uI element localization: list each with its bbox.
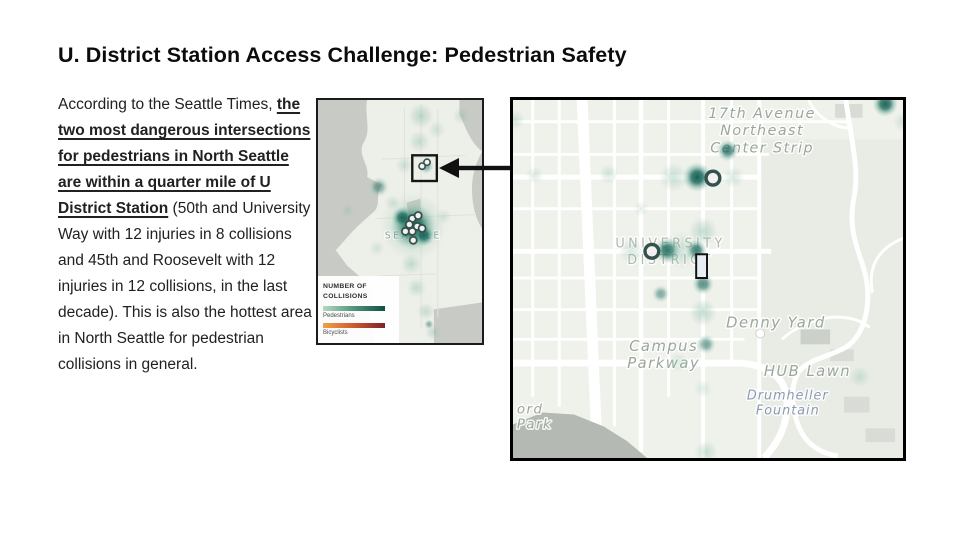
heat-blob (633, 200, 649, 217)
heat-blob (400, 253, 423, 275)
heat-blob (694, 440, 718, 458)
heat-blob (682, 162, 712, 192)
heat-blob (661, 231, 700, 270)
bicyclist-gradient-bar (323, 323, 385, 328)
heat-blob (369, 240, 385, 257)
heat-blob (688, 216, 718, 247)
map-legend: NUMBER OF COLLISIONS Pedestrians Bicycli… (318, 276, 399, 343)
overview-map-image: SEATTLE NUMBER OF COLLISIONS Pedestrians… (316, 98, 484, 345)
map-label: ord (517, 402, 543, 417)
map-label: Northeast (720, 123, 804, 139)
map-label: 17th Avenue (708, 106, 815, 122)
heat-blob (452, 106, 471, 125)
detail-water (513, 412, 647, 458)
heat-blob (893, 111, 903, 132)
collision-marker (413, 211, 423, 221)
highlight-box (411, 154, 439, 183)
heat-blob (696, 334, 716, 355)
pedestrian-legend-label: Pedestrians (323, 313, 355, 319)
heat-blob (408, 102, 434, 129)
heat-blob (872, 100, 899, 117)
bicyclist-legend-label: Bicyclists (323, 330, 348, 336)
heat-blob (427, 120, 446, 139)
heat-blob (716, 139, 739, 162)
collision-marker (704, 169, 722, 187)
body-rest: (50th and University Way with 12 injurie… (58, 200, 312, 373)
heat-blob (618, 238, 644, 265)
callout-arrow-icon (436, 155, 516, 181)
map-label: Campus (629, 338, 698, 355)
heat-blob (658, 162, 689, 192)
station-icon (695, 253, 708, 279)
heat-blob (848, 366, 871, 388)
label-anchor-dot (755, 328, 766, 339)
map-label: Denny Yard (726, 314, 826, 331)
heat-blob (424, 319, 434, 330)
heat-blob (668, 352, 689, 372)
collision-marker (423, 158, 431, 167)
body-lead: According to the Seattle Times, (58, 96, 277, 113)
collision-marker (408, 235, 418, 245)
map-label: Park (517, 417, 552, 432)
collision-marker (643, 242, 661, 260)
heat-blob (694, 379, 712, 398)
map-label: HUB Lawn (764, 363, 851, 380)
heat-blob (408, 130, 430, 153)
legend-title-line2: COLLISIONS (323, 293, 368, 300)
legend-title-line1: NUMBER OF (323, 283, 367, 290)
body-emphasis: the two most dangerous intersections for… (58, 96, 311, 217)
slide-title: U. District Station Access Challenge: Pe… (58, 43, 627, 67)
map-label: Drumheller (747, 389, 829, 404)
legend-title: NUMBER OF COLLISIONS (323, 282, 395, 302)
heat-blob (722, 166, 745, 189)
collision-marker (404, 220, 414, 229)
pedestrian-gradient-bar (323, 306, 385, 311)
heat-blob (340, 203, 355, 218)
collision-marker (418, 162, 427, 171)
heat-blob (395, 156, 414, 175)
heat-blob (525, 166, 544, 185)
heat-blob (417, 302, 435, 321)
heat-blob (651, 284, 670, 303)
body-paragraph: According to the Seattle Times, the two … (58, 92, 314, 378)
map-label: Fountain (756, 403, 820, 418)
map-label: Parkway (627, 355, 700, 372)
heat-blob (689, 298, 717, 327)
collision-marker (417, 223, 427, 233)
heat-blob (513, 109, 525, 130)
heat-blob (435, 208, 452, 225)
heat-blob (598, 164, 619, 185)
detail-buildings (800, 103, 896, 443)
heat-blob (369, 177, 389, 197)
collision-marker (407, 226, 417, 236)
heat-blob (406, 277, 427, 298)
